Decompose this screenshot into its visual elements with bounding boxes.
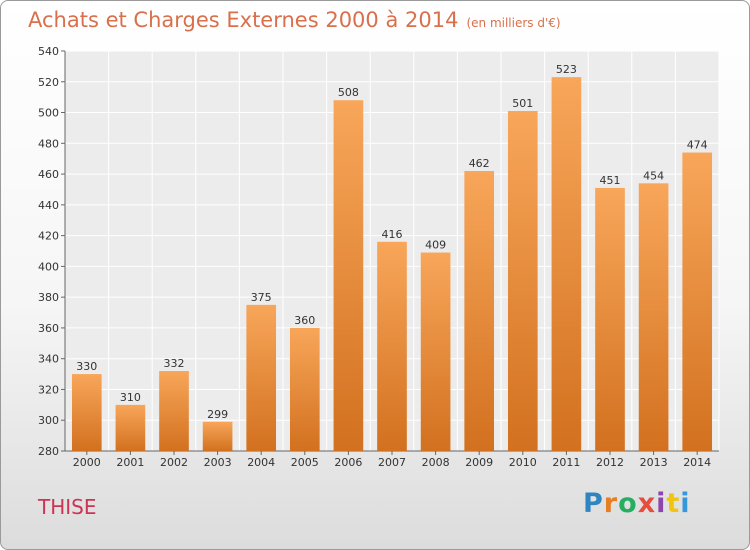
data-label: 523 xyxy=(556,63,577,76)
data-label: 375 xyxy=(251,291,272,304)
logo-letter: o xyxy=(618,488,638,519)
bar xyxy=(507,111,538,451)
data-label: 299 xyxy=(207,408,228,421)
bar xyxy=(159,371,189,451)
x-tick-label: 2001 xyxy=(116,456,144,469)
data-label: 462 xyxy=(469,157,490,170)
y-tick-label: 400 xyxy=(38,260,59,273)
bars xyxy=(71,77,713,452)
x-tick-label: 2004 xyxy=(247,456,275,469)
bar xyxy=(420,252,451,451)
data-label: 454 xyxy=(643,169,664,182)
y-tick-label: 280 xyxy=(38,445,59,458)
bar xyxy=(115,404,146,451)
logo-letter: i xyxy=(656,488,667,519)
x-tick-label: 2003 xyxy=(204,456,232,469)
bar xyxy=(595,187,625,451)
bar xyxy=(551,77,582,452)
bar xyxy=(682,152,713,452)
bar xyxy=(377,241,407,451)
bar xyxy=(638,183,669,452)
x-tick-label: 2013 xyxy=(640,456,668,469)
logo-letter: P xyxy=(583,488,604,519)
logo-letter: t xyxy=(666,488,681,519)
chart-title-text: Achats et Charges Externes 2000 à 2014 xyxy=(28,8,459,32)
x-tick-label: 2007 xyxy=(378,456,406,469)
x-tick-label: 2010 xyxy=(509,456,537,469)
data-labels: 330 310 332 299 375 360 508 416 409 462 501 523 451 4… xyxy=(76,63,707,421)
x-tick-label: 2011 xyxy=(552,456,580,469)
chart-title: Achats et Charges Externes 2000 à 2014 (e… xyxy=(28,8,561,32)
y-tick-label: 480 xyxy=(38,137,59,150)
x-tick-label: 2012 xyxy=(596,456,624,469)
y-tick-label: 520 xyxy=(38,76,59,89)
y-tick-label: 540 xyxy=(38,45,59,58)
logo-letter: x xyxy=(637,488,657,519)
y-tick-label: 300 xyxy=(38,414,59,427)
x-tick-label: 2014 xyxy=(683,456,711,469)
bar xyxy=(289,327,320,451)
data-label: 360 xyxy=(294,314,315,327)
data-label: 416 xyxy=(382,228,403,241)
y-tick-label: 380 xyxy=(38,291,59,304)
y-tick-label: 360 xyxy=(38,322,59,335)
data-label: 310 xyxy=(120,391,141,404)
x-tick-label: 2008 xyxy=(422,456,450,469)
logo-letter: i xyxy=(680,488,691,519)
y-tick-label: 320 xyxy=(38,383,59,396)
bar xyxy=(333,100,364,451)
x-tick-label: 2005 xyxy=(291,456,319,469)
y-tick-label: 420 xyxy=(38,230,59,243)
data-label: 330 xyxy=(76,360,97,373)
data-label: 474 xyxy=(687,139,708,152)
y-tick-label: 460 xyxy=(38,168,59,181)
data-label: 409 xyxy=(425,239,446,252)
proxiti-logo: Proxiti xyxy=(583,488,691,519)
x-tick-label: 2000 xyxy=(73,456,101,469)
bar xyxy=(464,171,495,451)
chart-subtitle: (en milliers d'€) xyxy=(466,16,561,30)
commune-name: THISE xyxy=(38,495,97,519)
data-label: 332 xyxy=(164,357,185,370)
bar xyxy=(202,421,233,451)
bar xyxy=(246,304,277,451)
y-tick-label: 340 xyxy=(38,353,59,366)
y-tick-label: 440 xyxy=(38,199,59,212)
data-label: 501 xyxy=(512,97,533,110)
logo-letter: r xyxy=(603,488,619,519)
x-tick-label: 2006 xyxy=(334,456,362,469)
y-tick-label: 500 xyxy=(38,107,59,120)
data-label: 508 xyxy=(338,86,359,99)
data-label: 451 xyxy=(600,174,621,187)
x-tick-label: 2009 xyxy=(465,456,493,469)
x-tick-label: 2002 xyxy=(160,456,188,469)
bar xyxy=(71,374,102,451)
